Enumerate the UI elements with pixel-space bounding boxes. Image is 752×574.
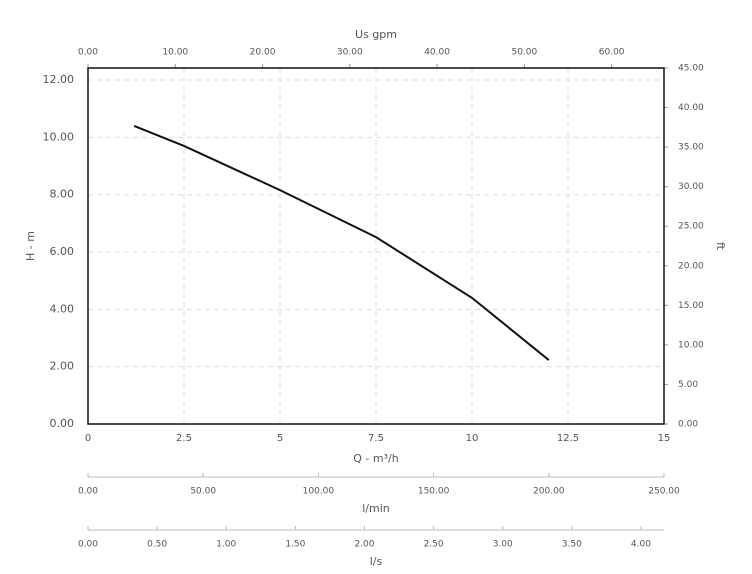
y-tick-label: 12.00 xyxy=(43,73,75,86)
x2-axis-title: Us gpm xyxy=(355,28,397,41)
axis-tick-label: 50.00 xyxy=(190,487,216,497)
axis-title: l/s xyxy=(370,555,383,568)
axis-tick-label: 4.00 xyxy=(631,540,651,550)
y-tick-label: 4.00 xyxy=(50,302,75,315)
axis-title: l/min xyxy=(362,502,390,515)
axis-tick-label: 1.50 xyxy=(285,540,305,550)
y-tick-label: 10.00 xyxy=(43,130,75,143)
y-tick-label: 8.00 xyxy=(50,188,75,201)
y-tick-label: 6.00 xyxy=(50,245,75,258)
x-tick-label: 10 xyxy=(466,433,479,444)
axis-tick-label: 3.00 xyxy=(493,540,513,550)
x2-tick-label: 50.00 xyxy=(511,48,537,58)
y2-tick-label: 30.00 xyxy=(678,182,704,192)
y2-tick-label: 25.00 xyxy=(678,222,704,232)
axis-tick-label: 2.50 xyxy=(424,540,444,550)
x-tick-label: 12.5 xyxy=(557,433,579,444)
y-axis-title: H - m xyxy=(24,231,37,261)
y2-tick-label: 40.00 xyxy=(678,103,704,113)
y2-tick-label: 0.00 xyxy=(678,420,698,430)
x-tick-label: 0 xyxy=(85,433,91,444)
y2-tick-label: 5.00 xyxy=(678,380,698,390)
y-tick-label: 2.00 xyxy=(50,360,75,373)
x-tick-label: 5 xyxy=(277,433,283,444)
axis-tick-label: 200.00 xyxy=(533,487,565,497)
y-tick-label: 0.00 xyxy=(50,417,75,430)
axis-tick-label: 3.50 xyxy=(562,540,582,550)
y2-axis-title: ft xyxy=(714,242,727,251)
axis-tick-label: 150.00 xyxy=(418,487,450,497)
x-tick-label: 7.5 xyxy=(368,433,384,444)
x-axis-title: Q - m³/h xyxy=(353,452,398,465)
axis-tick-label: 2.00 xyxy=(354,540,374,550)
curve xyxy=(133,124,550,361)
x2-tick-label: 60.00 xyxy=(599,48,625,58)
axis-tick-label: 0.50 xyxy=(147,540,167,550)
x2-tick-label: 20.00 xyxy=(250,48,276,58)
axis-tick-label: 0.00 xyxy=(78,540,98,550)
x2-tick-label: 40.00 xyxy=(424,48,450,58)
y2-tick-label: 10.00 xyxy=(678,340,704,350)
y2-tick-label: 15.00 xyxy=(678,301,704,311)
x-tick-label: 2.5 xyxy=(176,433,192,444)
axis-tick-label: 250.00 xyxy=(648,487,680,497)
x2-tick-label: 30.00 xyxy=(337,48,363,58)
x2-tick-label: 0.00 xyxy=(78,48,98,58)
x-tick-label: 15 xyxy=(658,433,671,444)
y2-tick-label: 20.00 xyxy=(678,261,704,271)
plot-frame xyxy=(87,67,665,425)
x2-tick-label: 10.00 xyxy=(162,48,188,58)
y2-tick-label: 35.00 xyxy=(678,143,704,153)
axis-tick-label: 100.00 xyxy=(303,487,335,497)
axis-tick-label: 0.00 xyxy=(78,487,98,497)
axis-tick-label: 1.00 xyxy=(216,540,236,550)
y2-tick-label: 45.00 xyxy=(678,64,704,74)
